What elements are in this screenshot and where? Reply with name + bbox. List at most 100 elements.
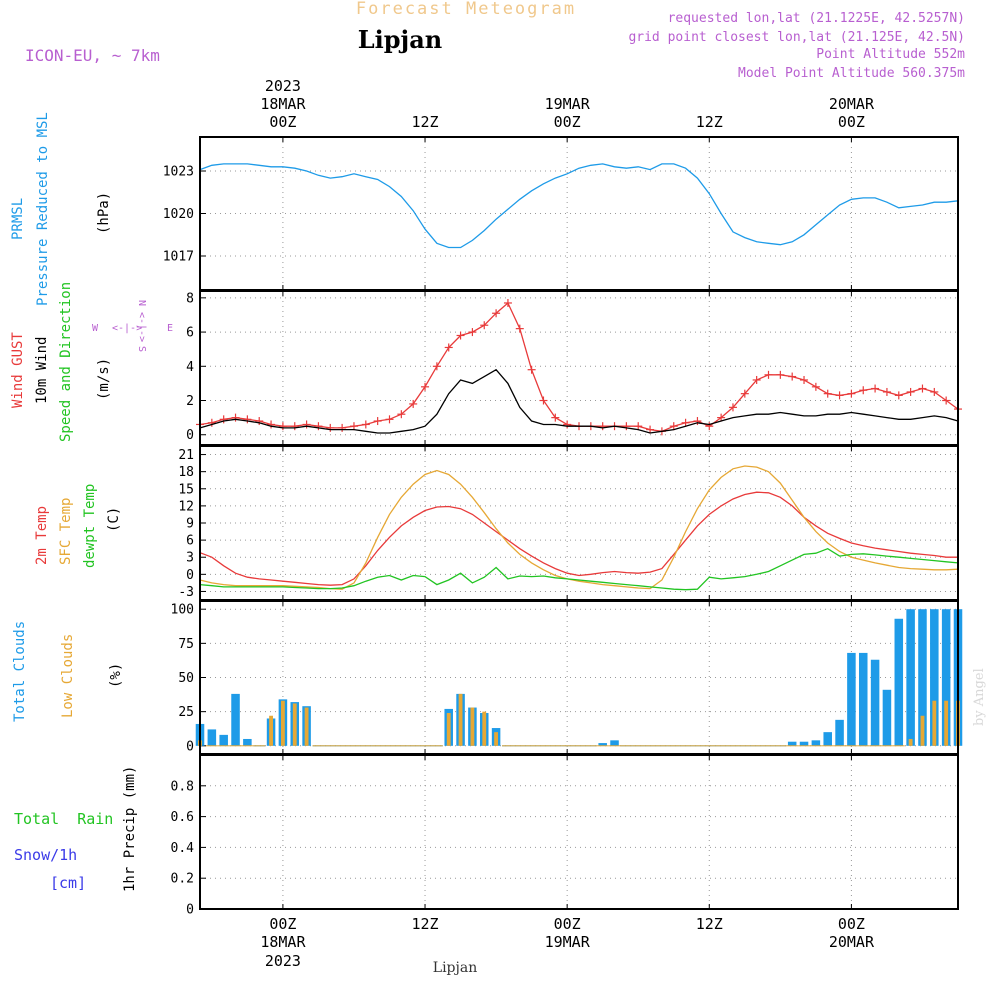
precip-frame (199, 754, 959, 910)
clouds-total-bar (207, 729, 217, 746)
clouds-total-bar (847, 652, 856, 746)
temp-ytick-label: 9 (186, 517, 194, 532)
clouds-total-bar (610, 740, 619, 746)
gust-marker (503, 298, 512, 307)
gust-marker (894, 391, 903, 400)
clouds-total-bar (941, 609, 951, 746)
temperature-y-ticks: -3 0 3 6 9 12 15 18 21 (178, 448, 194, 600)
wind-gust-line (199, 301, 959, 432)
gust-marker (255, 417, 264, 426)
clouds-panel: 0 25 50 75 100 Total Clouds Low Clouds (%) (12, 600, 963, 755)
precip-panel: 0 0.2 0.4 0.6 0.8 Total Rain Snow/1h [cm] 1h… (14, 754, 959, 918)
snow-unit: [cm] (50, 874, 86, 892)
gust-marker (906, 387, 915, 396)
clouds-total-bar (799, 741, 809, 746)
clouds-low-bar (932, 700, 937, 746)
gust-marker (882, 387, 891, 396)
clouds-low-bar (269, 715, 273, 746)
gust-marker (788, 372, 797, 381)
wind-frame (199, 290, 959, 446)
precip-y-ticks: 0 0.2 0.4 0.6 0.8 (171, 779, 195, 917)
top-date-label: 18MAR (260, 95, 306, 113)
gust-marker (492, 309, 501, 318)
clouds-low-bar (920, 715, 925, 746)
gust-marker (207, 418, 216, 427)
clouds-total-bar (243, 738, 252, 746)
top-tick-label: 12Z (411, 113, 438, 131)
gust-marker (338, 423, 347, 432)
wind-wind10-line (199, 368, 959, 434)
total-clouds-label: Total Clouds (12, 621, 28, 722)
gust-marker (349, 422, 358, 431)
prmsl-description: Pressure Reduced to MSL (35, 112, 51, 306)
temp-ytick-label: 12 (178, 499, 194, 514)
gust-marker (278, 422, 287, 431)
wind-ytick-label: 6 (186, 326, 194, 341)
temp-ytick-label: 18 (178, 465, 194, 480)
gust-marker (669, 422, 678, 431)
temp-ytick-label: 3 (186, 551, 194, 566)
gust-marker (859, 386, 868, 395)
gust-marker (752, 375, 761, 384)
clouds-ytick-label: 25 (178, 705, 194, 720)
gust-marker (373, 417, 382, 426)
snow-label: Snow/1h (14, 846, 77, 864)
clouds-total-bar (811, 740, 821, 746)
footer-location: Lipjan (433, 960, 477, 976)
gust-marker (290, 422, 299, 431)
pressure-frame (199, 136, 959, 291)
gust-marker (267, 420, 276, 429)
temp-ytick-label: -3 (178, 585, 194, 600)
clouds-low-bar (944, 700, 949, 746)
gust-marker (397, 410, 406, 419)
gust-marker (563, 420, 572, 429)
gust-marker (622, 422, 631, 431)
credit-label: by Angel (972, 668, 987, 726)
model-label: ICON-EU, ~ 7km (25, 46, 160, 65)
point-altitude: Point Altitude 552m (816, 47, 965, 62)
bottom-tick-label: 12Z (411, 915, 438, 933)
wind-grid (200, 291, 958, 445)
clouds-total-bar (906, 609, 915, 746)
clouds-series (195, 609, 963, 747)
gust-marker (421, 382, 430, 391)
wind-y-ticks: 0 2 4 6 8 (186, 291, 194, 443)
clouds-frame (199, 600, 959, 755)
bottom-date-label: 19MAR (545, 933, 591, 951)
gust-marker (776, 370, 785, 379)
compass-east: E (167, 323, 173, 334)
precip-ytick-label: 0.4 (171, 841, 195, 856)
bottom-tick-label: 00Z (269, 915, 296, 933)
pressure-ytick-label: 1023 (163, 165, 194, 180)
gust-marker (409, 399, 418, 408)
clouds-low-bar (304, 707, 309, 746)
gust-marker (385, 415, 394, 424)
gust-marker (871, 384, 880, 393)
precip-ytick-label: 0.6 (171, 810, 194, 825)
wind-ytick-label: 0 (186, 428, 194, 443)
wind-series (196, 298, 962, 436)
gust-marker (444, 343, 453, 352)
clouds-ytick-label: 50 (178, 671, 194, 686)
bottom-tick-label: 12Z (696, 915, 723, 933)
gust-marker (728, 403, 737, 412)
gust-marker (823, 389, 832, 398)
clouds-total-bar (930, 609, 939, 746)
t2m-label: 2m Temp (34, 506, 50, 565)
temp-dew-line (199, 547, 959, 591)
clouds-low-bar (908, 738, 913, 746)
gust-marker (764, 370, 773, 379)
top-tick-label: 12Z (696, 113, 723, 131)
gust-marker (314, 422, 323, 431)
clouds-low-bar (292, 703, 297, 746)
gust-marker (598, 422, 607, 431)
clouds-total-bar (858, 652, 868, 746)
rain-label: Total Rain (14, 810, 113, 828)
wind-10m-label: 10m Wind (34, 337, 50, 404)
chart-title: Forecast Meteogram (356, 0, 576, 19)
top-date-label: 20MAR (829, 95, 875, 113)
compass-east-west-arrow: <-|-> (112, 323, 142, 334)
